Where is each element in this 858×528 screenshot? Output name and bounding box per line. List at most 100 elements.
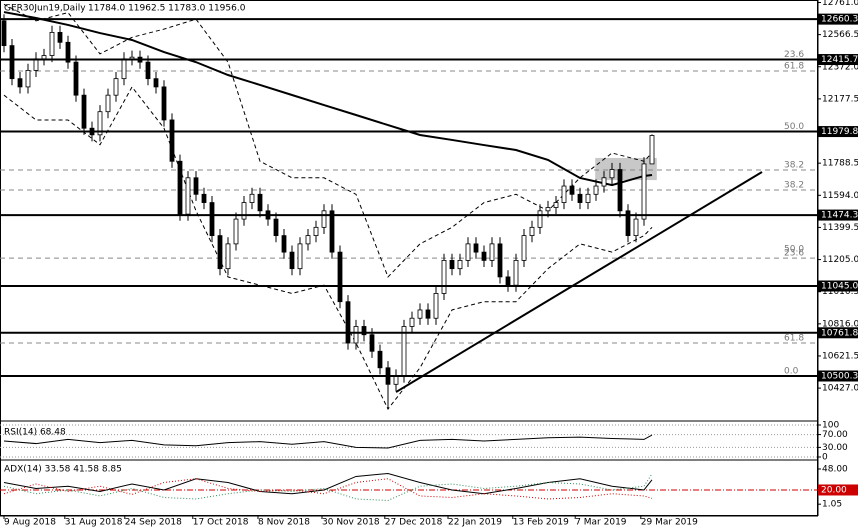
level-label: 10761.8 [821,328,858,338]
y-tick-label: 10427.0 [822,384,858,394]
y-tick-label: 11010.5 [822,287,858,297]
candle-body [433,293,439,319]
candle-body [305,235,311,245]
candle-body [409,317,415,327]
candle-body [473,243,479,253]
candle-body [225,243,231,270]
x-tick-label: 7 Mar 2019 [575,518,627,528]
candle-body [65,41,71,63]
level-label: 12415.7 [821,55,858,65]
fib-label: 61.8 [784,334,804,344]
trend-line [395,171,763,393]
x-tick-label: 27 Dec 2018 [385,518,443,528]
candle-body [257,193,263,212]
x-tick-label: 24 Sep 2018 [125,518,182,528]
y-tick-label: 70.00 [822,430,848,440]
candle-body [41,55,47,60]
candle-body [329,210,335,253]
fib-label: 50.0 [784,244,804,254]
candle-body [153,78,159,88]
x-tick-label: 30 Nov 2018 [322,518,380,528]
candle-body [609,169,615,179]
candle-body [49,31,55,56]
y-tick-label: 11594.0 [822,191,858,201]
candle-body [217,235,223,270]
candle-body [625,210,631,237]
candle-body [169,119,175,162]
candle-body [1,20,7,47]
candle-body [25,69,31,88]
candle-body [489,243,495,261]
y-tick-label: 12566.5 [822,30,858,40]
candle-body [425,309,431,319]
y-tick-label: 1.05 [822,500,842,510]
level-box [818,327,858,339]
candle-body [289,251,295,270]
candle-body [177,160,183,215]
candle-body [73,61,79,96]
candle-body [273,218,279,237]
x-tick-label: 31 Aug 2018 [65,518,123,528]
candle-body [345,301,351,344]
indicator-line [3,473,653,501]
level-box [818,280,858,292]
x-tick-label: 8 Nov 2018 [258,518,310,528]
y-tick-label: 10816.0 [822,319,858,329]
y-tick-label: 100 [822,421,839,431]
candle-body [241,202,247,220]
y-tick-label: 10621.5 [822,351,858,361]
candle-body [441,259,447,294]
candle-body [449,259,455,270]
y-tick-label: 12761.0 [822,0,858,8]
candle-body [585,193,591,203]
candle-body [401,326,407,377]
candle-body [209,202,215,237]
y-tick-label: 48.00 [822,464,848,474]
x-tick-label: 9 Aug 2018 [4,518,56,528]
level-box [818,54,858,66]
y-tick-label: 11399.5 [822,223,858,233]
candle-body [481,251,487,261]
pane-title: RSI(14) 68.48 [4,428,66,438]
fib-label: 38.2 [784,161,804,171]
candle-body [17,78,23,88]
level-label: 11474.3 [821,211,858,221]
candle-body [185,177,191,215]
candle-body [161,86,167,121]
level-label: 11045.0 [821,282,858,292]
level-box [818,209,858,221]
candle-body [497,243,503,278]
fib-label: 23.6 [784,50,804,60]
candle-body [593,185,599,195]
level-label: 20.00 [821,485,847,495]
candle-body [601,177,607,187]
candle-body [57,31,63,43]
y-tick-label: 11788.5 [822,159,858,169]
candle-body [9,45,15,80]
candle-body [641,163,647,220]
candle-body [393,375,399,385]
candle-body [193,177,199,195]
candle-body [361,326,367,336]
candle-body [457,259,463,270]
y-tick-label: 30.00 [822,443,848,453]
candle-body [561,185,567,203]
indicator-line [3,86,653,411]
indicator-line [3,11,653,187]
candle-body [537,210,543,228]
level-box [818,484,858,496]
candle-body [337,251,343,303]
candle-body [377,350,383,369]
candle-body [417,309,423,319]
fib-label: 38.2 [784,181,804,191]
candle-body [297,243,303,270]
level-label: 10500.3 [821,371,858,381]
candle-body [233,218,239,245]
candle-body [145,61,151,80]
candle-body [633,218,639,237]
candle-body [97,111,103,136]
level-label: 12660.3 [821,15,858,25]
